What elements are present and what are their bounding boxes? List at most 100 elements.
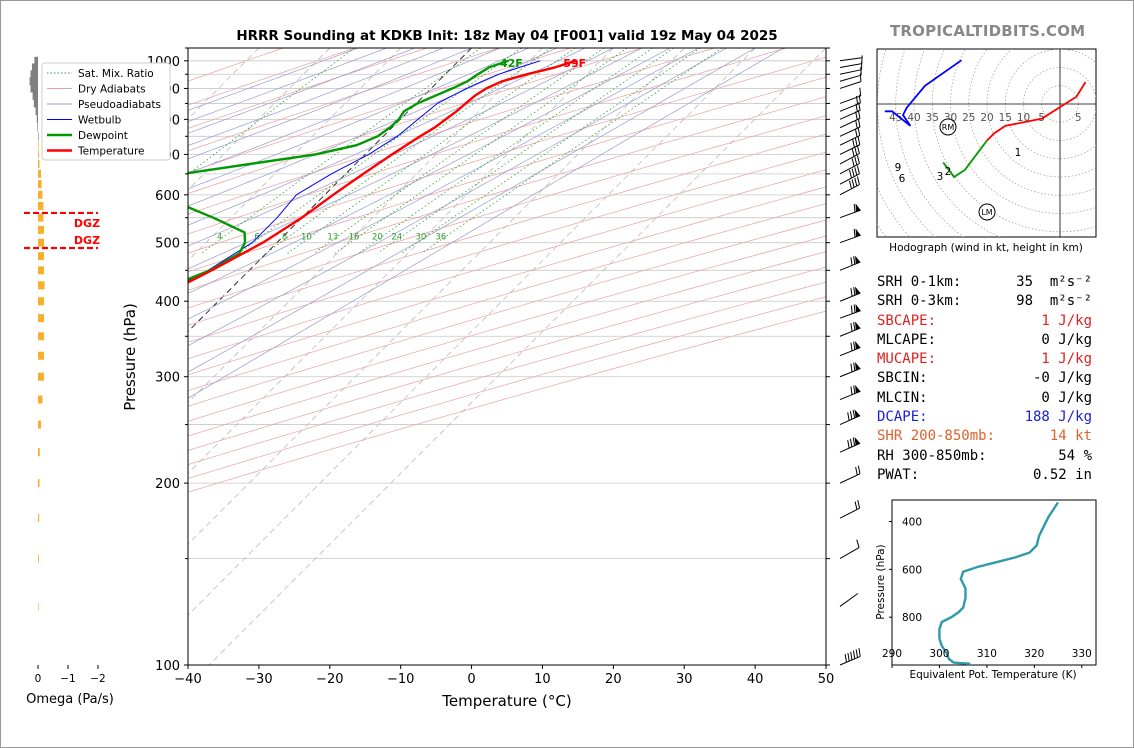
wind-barb-staff	[839, 547, 860, 560]
wind-barb-feather	[854, 137, 858, 147]
pseudoadiabat	[188, 48, 727, 347]
omega-bar	[32, 63, 38, 72]
wind-barb-staff	[839, 163, 860, 175]
hodograph-ring-label: 45	[889, 112, 902, 124]
mixing-ratio-line	[201, 48, 481, 254]
omega-bar	[38, 213, 44, 222]
omega-bar	[38, 190, 43, 199]
wind-barb-staff	[839, 368, 861, 378]
dewpoint-line	[188, 59, 509, 281]
omega-bar	[38, 395, 43, 404]
wind-barb	[839, 340, 861, 357]
dry-adiabat	[188, 48, 428, 129]
mixing-ratio-label: 36	[435, 233, 446, 243]
wind-barb-staff	[839, 144, 860, 155]
mixing-ratio-line	[401, 48, 701, 254]
omega-bar	[38, 448, 40, 457]
pseudoadiabat	[188, 48, 784, 399]
dry-adiabat	[188, 48, 643, 194]
stat-row: PWAT: 0.52 in	[877, 466, 1092, 485]
omega-bar	[38, 150, 39, 159]
legend-label: Sat. Mix. Ratio	[78, 68, 154, 80]
wind-barb-flag	[854, 409, 861, 418]
stat-label: MLCAPE:	[877, 331, 937, 348]
pseudoadiabat	[188, 48, 444, 147]
wind-barb	[839, 61, 863, 75]
wind-barb	[839, 73, 862, 89]
wind-barb	[839, 500, 861, 519]
stat-label: SRH 0-3km:	[877, 293, 962, 310]
wind-barb-feather	[852, 409, 856, 419]
hodograph-ring-label: 15	[999, 112, 1012, 124]
x-tick-label: −30	[245, 672, 272, 687]
wind-barb-feather	[854, 156, 858, 166]
wind-barb-feather	[855, 120, 858, 129]
mixing-ratio-line	[377, 48, 675, 254]
wind-barb	[839, 286, 861, 302]
wind-barb-feather	[852, 650, 856, 659]
skewt-frame	[187, 47, 827, 666]
wind-barb-feather	[854, 128, 858, 137]
stat-value: 98 m²s⁻²	[1016, 293, 1092, 310]
dry-adiabat	[188, 281, 826, 466]
wind-barb	[839, 436, 861, 453]
omega-bar	[37, 123, 38, 132]
wind-barb	[839, 165, 860, 185]
legend-label: Wetbulb	[78, 115, 122, 127]
wind-barb-feather	[850, 342, 853, 351]
wind-barb-staff	[839, 57, 862, 62]
wind-barb-feather	[854, 146, 858, 156]
wind-barb-feather	[849, 180, 852, 189]
wind-barb-feather	[847, 412, 850, 421]
wind-barb	[839, 110, 861, 129]
stat-value: 0.52 in	[1032, 466, 1092, 483]
x-tick-label: 0	[467, 672, 475, 687]
wind-barb-flag	[855, 340, 861, 350]
stat-label: SHR 200-850mb:	[877, 428, 996, 445]
wind-barb-staff	[839, 126, 861, 137]
omega-bar	[30, 70, 38, 79]
wind-barb-staff	[839, 153, 860, 165]
y-tick-label: 200	[155, 477, 180, 492]
isotherm-line	[188, 48, 401, 262]
wind-barb	[839, 57, 862, 62]
wind-barb	[839, 465, 861, 484]
omega-bar	[29, 77, 38, 86]
wind-barb-feather	[855, 649, 858, 658]
wind-barb	[839, 303, 861, 319]
y-tick-label: 300	[155, 371, 180, 386]
mixing-ratio-label: 8	[282, 233, 287, 243]
omega-bar	[38, 332, 44, 341]
omega-tick-label: −1	[60, 673, 75, 685]
y-tick-label: 400	[155, 295, 180, 310]
wind-barb-feather	[857, 465, 861, 474]
wind-barb	[839, 155, 860, 175]
hodograph-ring-label: 20	[980, 112, 993, 124]
stat-row: SHR 200-850mb: 14 kt	[877, 427, 1092, 446]
wind-barb	[839, 66, 862, 82]
wind-barb-feather	[850, 305, 853, 314]
dgz-label: DGZ	[74, 217, 100, 230]
temperature-line	[188, 59, 577, 284]
dewpoint-surface-label: 42F	[500, 57, 523, 70]
wind-barb-staff	[839, 473, 861, 484]
hodograph-storm-label: LM	[981, 208, 992, 217]
wind-barb-feather	[851, 168, 855, 177]
omega-bar	[38, 297, 44, 306]
wind-barb-feather	[851, 148, 855, 157]
wind-barb	[839, 176, 860, 196]
wind-barb-staff	[839, 347, 861, 357]
hodograph-height-label: 1	[1015, 147, 1022, 159]
pseudoadiabat	[188, 48, 529, 190]
wind-barb-staff	[839, 74, 862, 82]
stat-row: MLCIN: 0 J/kg	[877, 389, 1092, 408]
wind-barb-feather	[850, 651, 853, 660]
wind-barb-feather	[853, 203, 856, 213]
wind-barb-feather	[856, 539, 860, 548]
pseudoadiabat	[188, 48, 586, 226]
x-tick-label: 10	[534, 672, 551, 687]
omega-bar	[38, 141, 39, 150]
wind-barb-flag	[855, 203, 861, 212]
wind-barb-staff	[839, 69, 862, 75]
